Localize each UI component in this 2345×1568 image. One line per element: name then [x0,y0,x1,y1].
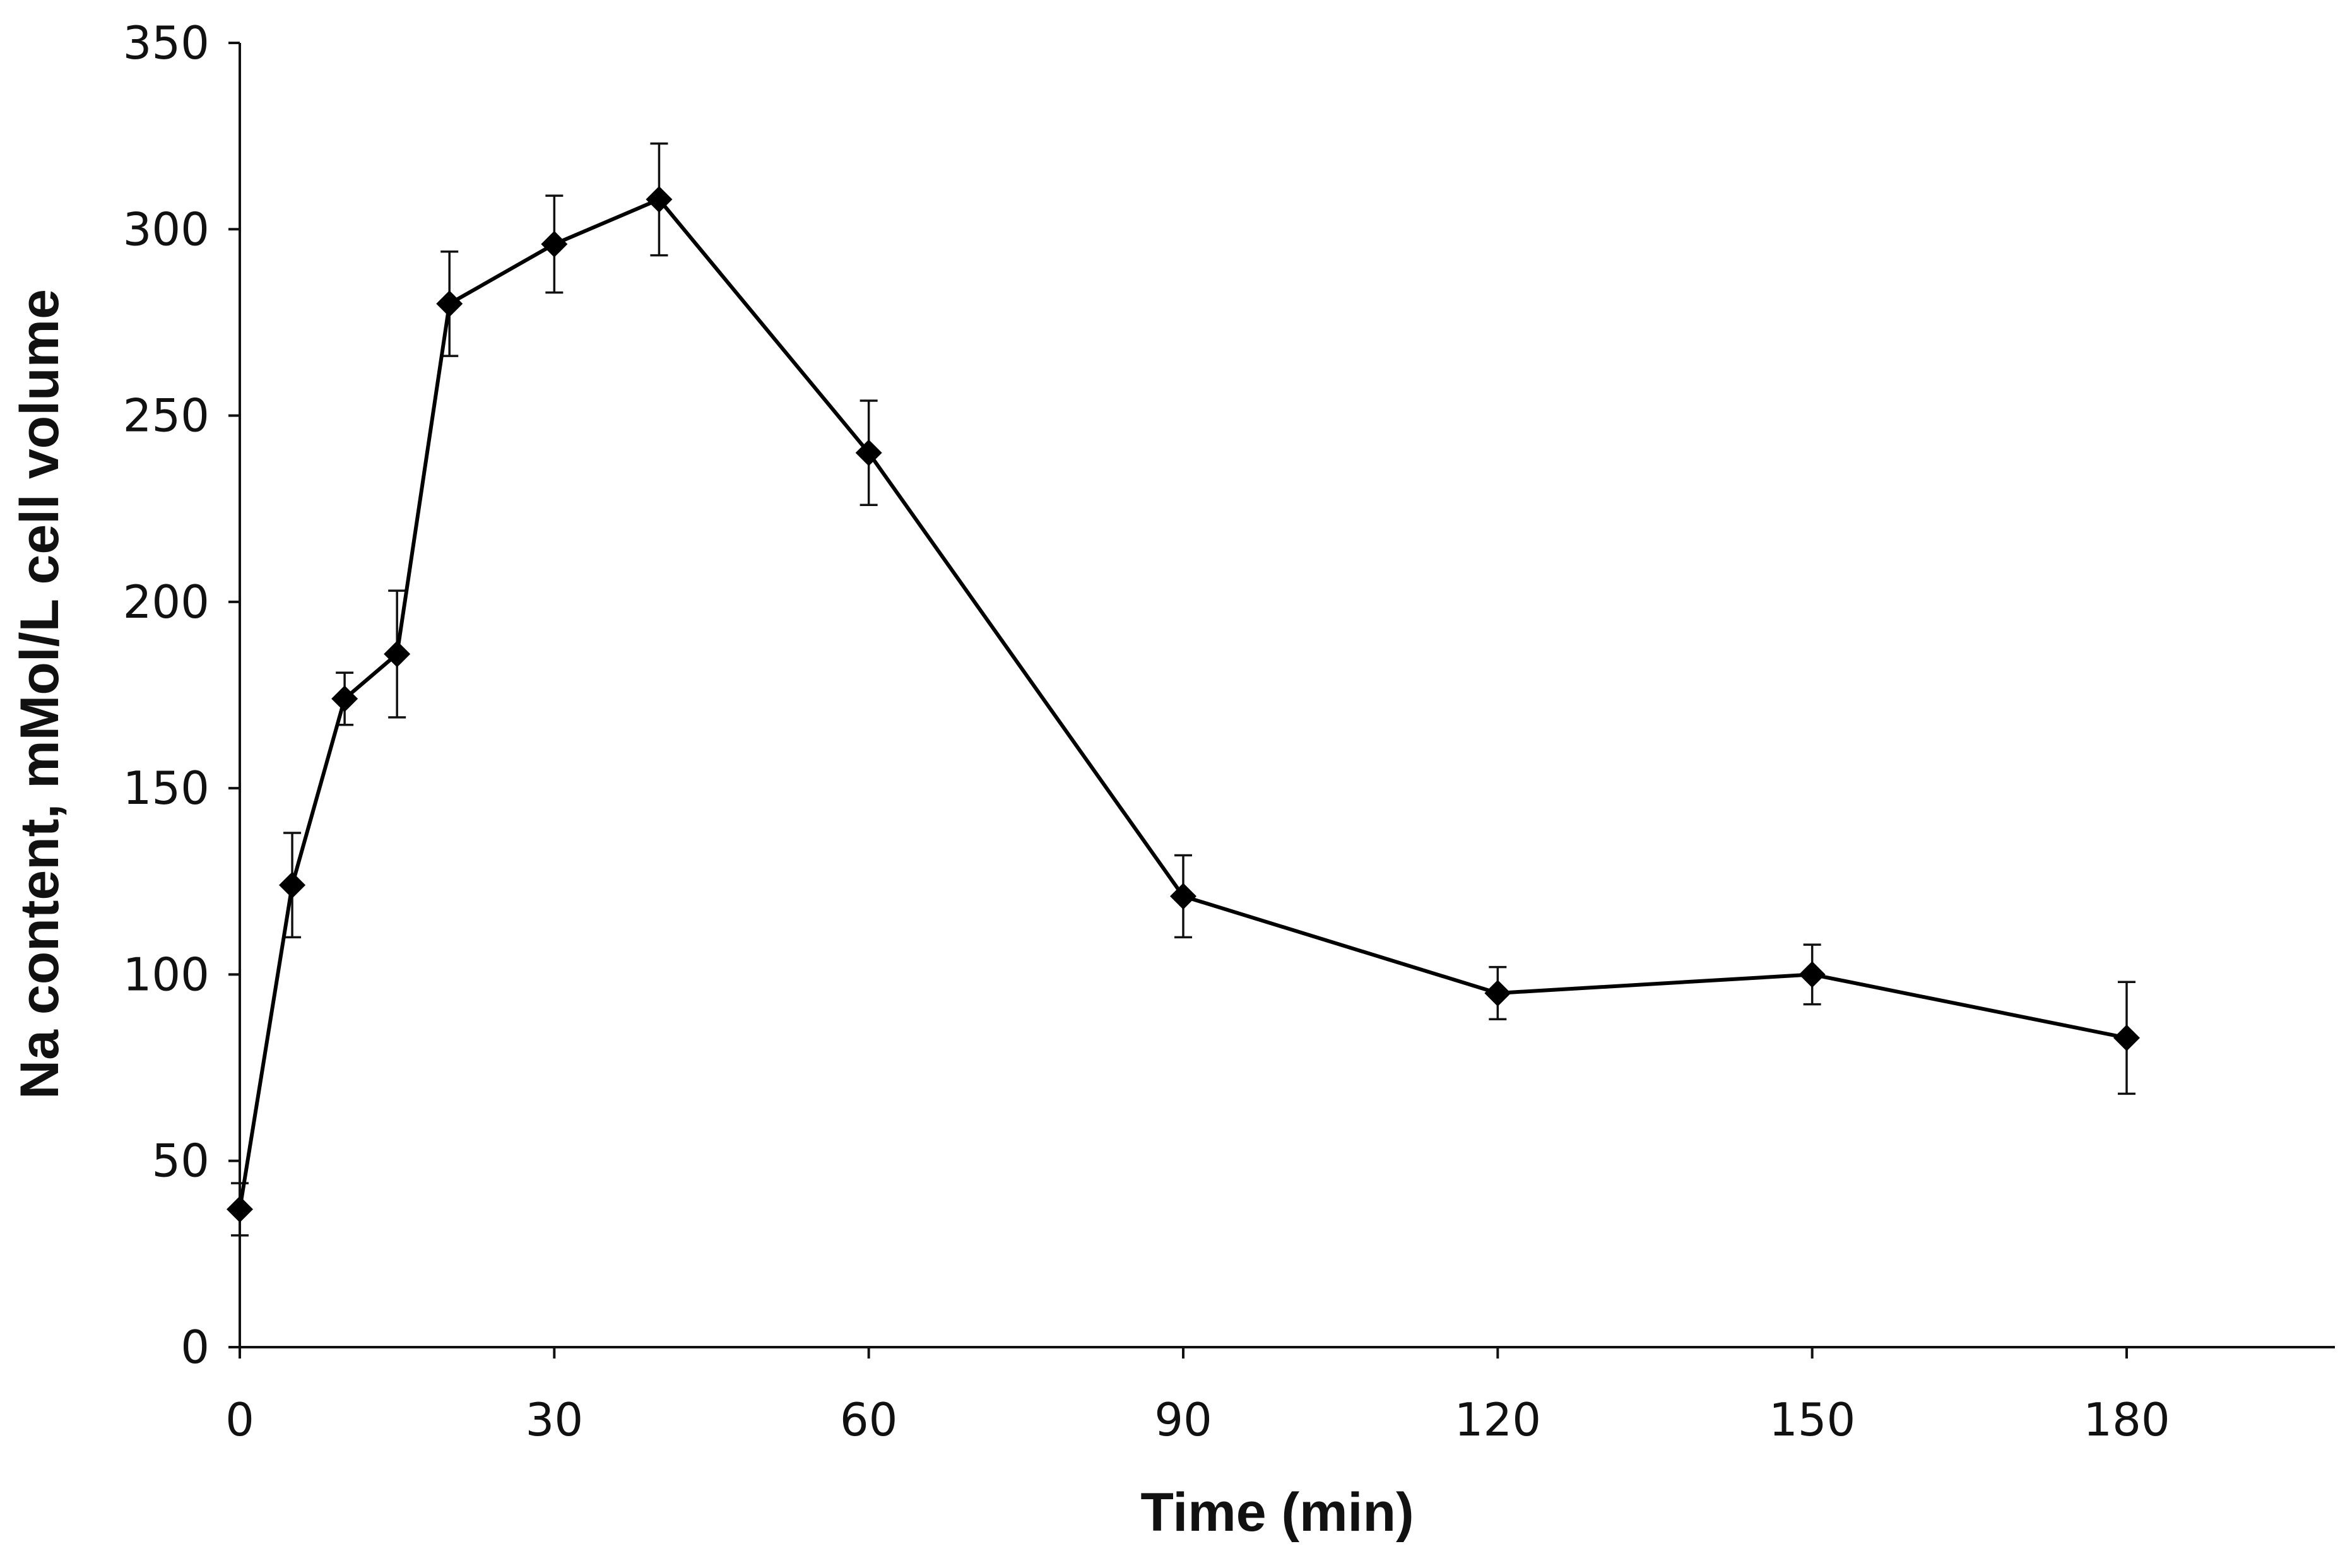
x-tick-label: 60 [840,1393,898,1446]
x-tick-label: 30 [526,1393,584,1446]
y-tick-label: 250 [123,389,210,442]
data-point [1484,979,1511,1006]
y-tick-label: 50 [151,1135,210,1188]
x-tick-label: 150 [1769,1393,1855,1446]
axes [239,43,2335,1348]
data-point [227,1196,253,1223]
y-tick-label: 0 [180,1321,210,1374]
x-tick-label: 0 [225,1393,254,1446]
x-tick-label: 180 [2083,1393,2170,1446]
data-point [855,439,882,466]
y-tick-label: 150 [123,762,210,815]
series-line [238,197,2127,1210]
data-point [279,871,306,899]
ticks: 0 50 100 150 200 250 300 350 0 30 60 90 120 150 180 [123,16,2170,1446]
data-point [384,640,411,668]
data-point [436,290,463,317]
y-tick-label: 350 [123,16,210,69]
data-point [2113,1024,2140,1051]
data-point [646,186,673,213]
y-tick-label: 300 [123,203,210,256]
data-point [1799,961,1826,988]
y-tick-label: 200 [123,575,210,628]
x-axis-title: Time (min) [1140,1482,1414,1543]
series [227,142,2140,1237]
data-point [1170,883,1196,910]
data-point [541,230,568,257]
x-tick-label: 120 [1455,1393,1541,1446]
x-tick-label: 90 [1154,1393,1212,1446]
y-tick-label: 100 [123,948,210,1001]
data-point [331,685,358,712]
y-axis-title: Na content, mMol/L cell volume [9,289,70,1099]
